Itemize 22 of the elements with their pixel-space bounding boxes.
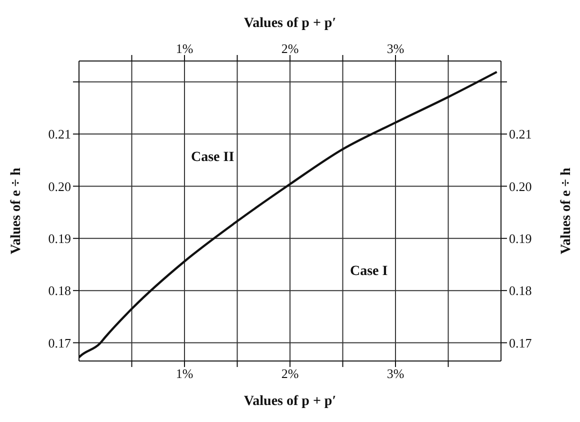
annotation: Case II [191,150,234,166]
x-tick-label: 2% [281,41,299,56]
x-tick-label: 3% [386,41,404,56]
x2-tick-label: 3% [386,366,404,382]
y-tick-label: 0.20 [48,178,71,194]
y2-axis-title: Values of e ÷ h [558,168,574,254]
x2-tick-label: 1% [176,366,194,382]
y-axis-title: Values of e ÷ h [8,168,24,254]
y-tick-label: 0.21 [48,126,71,142]
x-axis-title: Values of p + p′ [244,394,336,409]
x2-tick-label: 2% [281,366,299,382]
x2-axis-title: Values of p + p′ [244,16,336,31]
x-tick-label: 1% [176,41,194,56]
y2-tick-label: 0.17 [509,335,532,350]
annotation: Case I [350,264,388,280]
y2-tick-label: 0.20 [509,178,532,194]
y-tick-label: 0.18 [48,283,71,298]
y2-tick-label: 0.19 [509,231,532,246]
y-tick-label: 0.17 [48,335,72,350]
y-tick-label: 0.19 [48,231,71,246]
y2-tick-label: 0.21 [509,126,532,142]
y2-tick-label: 0.18 [509,283,532,298]
